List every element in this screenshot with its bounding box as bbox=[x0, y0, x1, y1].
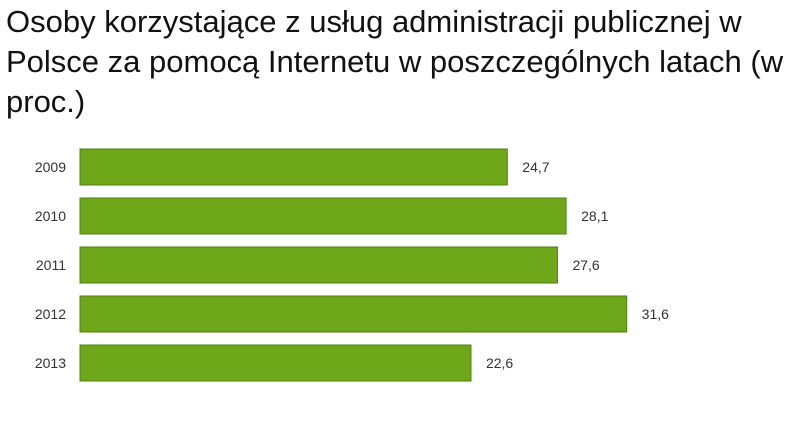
category-label-2010: 2010 bbox=[35, 208, 66, 224]
bars-group: 2009 24,7 2010 28,1 2011 27,6 2012 31,6 2013 22,6 bbox=[35, 148, 669, 382]
bar-2011 bbox=[79, 246, 558, 284]
category-label-2011: 2011 bbox=[36, 257, 66, 273]
value-label-2009: 24,7 bbox=[522, 159, 549, 175]
value-label-2010: 28,1 bbox=[581, 208, 608, 224]
category-label-2009: 2009 bbox=[35, 159, 66, 175]
bar-2010 bbox=[79, 197, 567, 235]
chart-title: Osoby korzystające z usług administracji… bbox=[6, 4, 784, 119]
bar-2012 bbox=[79, 295, 628, 333]
value-label-2011: 27,6 bbox=[572, 257, 599, 273]
category-label-2012: 2012 bbox=[35, 306, 66, 322]
bar-2013 bbox=[79, 344, 472, 382]
category-label-2013: 2013 bbox=[35, 355, 66, 371]
value-label-2013: 22,6 bbox=[486, 355, 513, 371]
value-label-2012: 31,6 bbox=[642, 306, 669, 322]
bar-2009 bbox=[79, 148, 508, 186]
